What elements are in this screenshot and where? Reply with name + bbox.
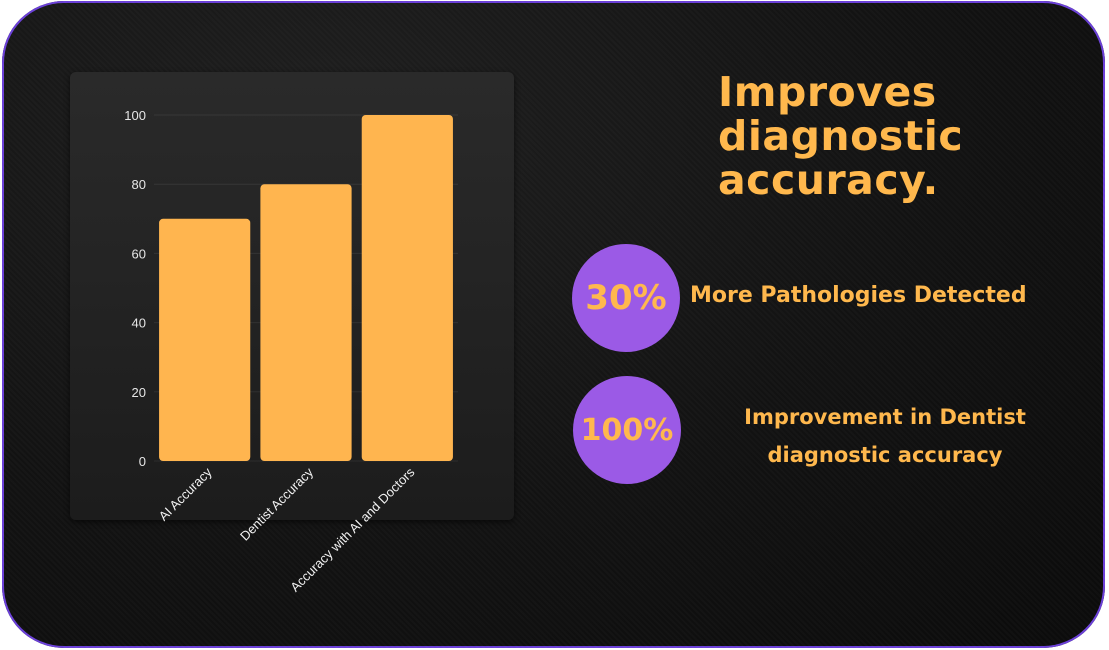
stat-circle-pathologies: 30% bbox=[572, 244, 680, 352]
chart-bars bbox=[159, 115, 453, 461]
y-tick-label: 0 bbox=[139, 454, 146, 469]
bar-2 bbox=[260, 184, 352, 461]
chart-y-axis: 0 20 40 60 80 100 bbox=[124, 108, 146, 469]
y-tick-label: 100 bbox=[124, 108, 146, 123]
bar-1 bbox=[159, 218, 251, 461]
y-tick-label: 80 bbox=[132, 177, 146, 192]
y-tick-label: 20 bbox=[132, 385, 146, 400]
y-tick-label: 60 bbox=[132, 246, 146, 261]
bar-3 bbox=[361, 115, 453, 461]
stat-label-improvement: Improvement in Dentist diagnostic accura… bbox=[744, 405, 1026, 467]
y-tick-label: 40 bbox=[132, 316, 146, 331]
x-category-label: AI Accuracy bbox=[156, 464, 215, 523]
headline: Improves diagnostic accuracy. bbox=[718, 68, 964, 204]
x-category-label: Dentist Accuracy bbox=[237, 464, 316, 543]
stat-circle-improvement: 100% bbox=[573, 376, 681, 484]
stat-label-pathologies: More Pathologies Detected bbox=[690, 283, 1027, 308]
